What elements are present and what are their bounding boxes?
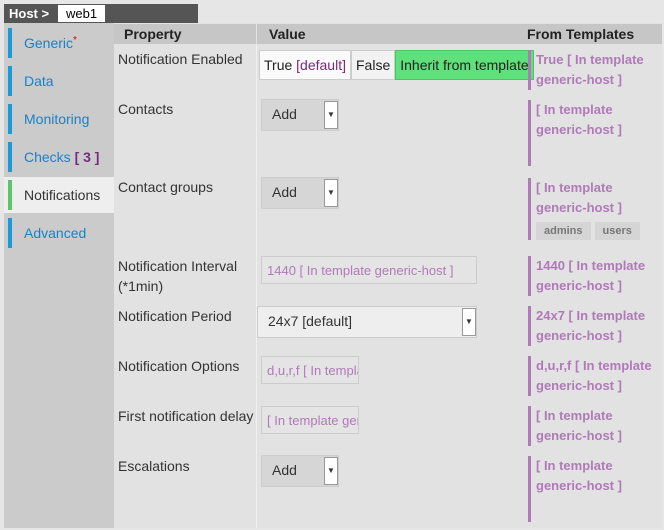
label: Notifications — [24, 187, 101, 203]
label-first-notification-delay: First notification delay — [118, 408, 254, 424]
label-escalations: Escalations — [118, 458, 190, 474]
template-value: d,u,r,f [ In template generic-host ] — [528, 356, 662, 396]
breadcrumb-root[interactable]: Host > — [9, 6, 50, 21]
column-divider — [256, 45, 257, 528]
label-contact-groups: Contact groups — [118, 179, 213, 195]
template-value: 24x7 [ In template generic-host ] — [528, 306, 662, 346]
label: Data — [24, 73, 54, 89]
sidebar-item-notifications[interactable]: Notifications — [4, 177, 114, 213]
escalations-select[interactable]: Add ▼ — [261, 455, 339, 487]
template-value: [ In template generic-host ] — [528, 100, 662, 166]
label-contacts: Contacts — [118, 101, 174, 117]
notification-enabled-options: True [default] False Inherit from templa… — [259, 50, 534, 80]
label-notification-period: Notification Period — [118, 308, 232, 324]
template-value: [ In template generic-host ] — [528, 406, 662, 446]
option-inherit[interactable]: Inherit from template — [395, 50, 534, 80]
tab-marker — [8, 180, 12, 210]
notification-period-select[interactable]: 24x7 [default] ▼ — [257, 306, 477, 338]
dropdown-arrow-icon: ▼ — [324, 457, 338, 485]
template-block: [ In template generic-host ] admins users — [528, 178, 662, 240]
first-delay-input[interactable]: [ In template generic-host ] — [261, 406, 359, 434]
label-notification-interval: Notification Interval (*1min) — [118, 258, 238, 294]
breadcrumb: Host > web1 — [4, 4, 198, 23]
contact-groups-select[interactable]: Add ▼ — [261, 177, 339, 209]
header-property: Property — [114, 24, 256, 44]
tag-users: users — [594, 222, 640, 240]
option-false[interactable]: False — [351, 50, 396, 80]
label-notification-options: Notification Options — [118, 358, 240, 374]
option-true[interactable]: True [default] — [259, 50, 351, 80]
label: Add — [272, 106, 297, 122]
label: Generic — [24, 35, 74, 51]
sidebar-item-advanced[interactable]: Advanced — [4, 215, 114, 251]
label-notification-enabled: Notification Enabled — [118, 51, 243, 67]
header-templates: From Templates — [523, 24, 662, 44]
tab-marker — [8, 66, 12, 96]
dropdown-arrow-icon: ▼ — [324, 101, 338, 129]
label: True — [264, 57, 293, 73]
label: Checks — [24, 149, 71, 165]
template-value: 1440 [ In template generic-host ] — [528, 256, 662, 296]
notification-options-input[interactable]: d,u,r,f [ In template generic-host ] — [261, 356, 359, 384]
tag-admins: admins — [536, 222, 591, 240]
label: Add — [272, 462, 297, 478]
contacts-select[interactable]: Add ▼ — [261, 99, 339, 131]
template-value: [ In template generic-host ] — [536, 180, 622, 215]
host-name: web1 — [58, 5, 106, 22]
template-value: True [ In template generic-host ] — [528, 50, 662, 90]
sidebar-item-data[interactable]: Data — [4, 63, 114, 99]
checks-count: [ 3 ] — [74, 149, 100, 165]
label: 24x7 [default] — [268, 313, 353, 329]
default-marker: [default] — [296, 57, 346, 73]
label: Add — [272, 184, 297, 200]
dropdown-arrow-icon: ▼ — [324, 179, 338, 207]
tab-marker — [8, 142, 12, 172]
sidebar-item-generic[interactable]: Generic* — [4, 25, 114, 61]
dropdown-arrow-icon: ▼ — [462, 308, 476, 336]
sidebar-item-monitoring[interactable]: Monitoring — [4, 101, 114, 137]
notification-interval-input[interactable]: 1440 [ In template generic-host ] — [261, 256, 477, 284]
tab-marker — [8, 218, 12, 248]
sidebar-item-checks[interactable]: Checks [ 3 ] — [4, 139, 114, 175]
template-value: [ In template generic-host ] — [528, 456, 662, 522]
label: Advanced — [24, 225, 87, 241]
label: Monitoring — [24, 111, 90, 127]
tab-marker — [8, 28, 12, 58]
sidebar: Generic* Data Monitoring Checks [ 3 ] No… — [4, 23, 114, 528]
properties-table: Property Value From Templates Notificati… — [114, 23, 662, 528]
modified-marker: * — [73, 35, 77, 46]
tab-marker — [8, 104, 12, 134]
header-value: Value — [257, 24, 523, 44]
